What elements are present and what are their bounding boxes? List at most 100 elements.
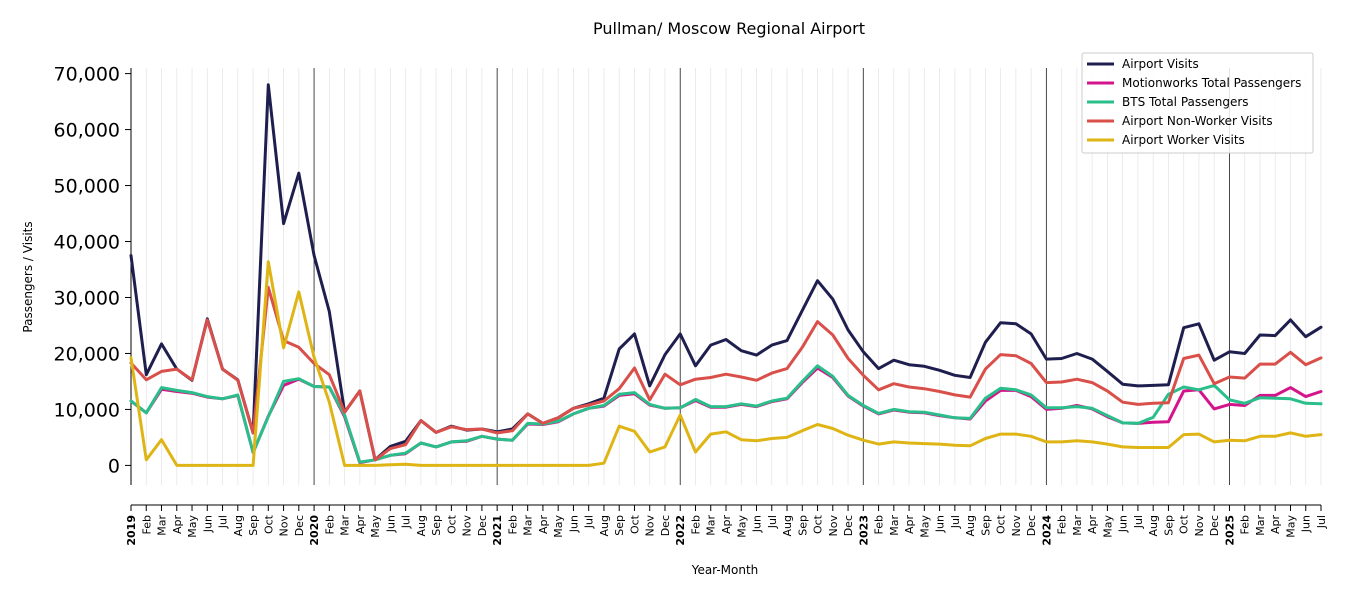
x-tick-label: Apr [171, 515, 184, 535]
y-tick-label: 0 [108, 455, 120, 477]
grid [130, 68, 1322, 485]
x-tick-label: Mar [156, 515, 169, 536]
x-tick-label: Dec [1208, 515, 1221, 536]
x-tick-label: 2021 [491, 515, 504, 546]
x-tick-label: Sep [1162, 515, 1175, 536]
legend: Airport Visits Motionworks Total Passenge… [1081, 52, 1314, 154]
x-tick-label: Feb [1056, 515, 1069, 534]
x-tick-label: Jul [400, 515, 413, 529]
x-tick-label: Nov [1010, 515, 1023, 537]
x-tick-label: Jun [567, 515, 580, 533]
x-tick-label: Dec [293, 515, 306, 536]
x-tick-label: Apr [1086, 515, 1099, 535]
x-tick-label: Jul [1315, 515, 1328, 529]
x-tick-label: May [1101, 515, 1114, 538]
x-tick-label: Apr [537, 515, 550, 535]
chart-title: Pullman/ Moscow Regional Airport [593, 19, 865, 38]
x-tick-label: Mar [888, 515, 901, 536]
x-tick-label: May [1284, 515, 1297, 538]
x-tick-label: Mar [705, 515, 718, 536]
y-tick-label: 30,000 [54, 287, 120, 309]
x-tick-label: Nov [644, 515, 657, 537]
x-tick-label: Jul [583, 515, 596, 529]
x-tick-label: Jun [1300, 515, 1313, 533]
x-tick-label: Aug [232, 515, 245, 536]
x-tick-label: May [918, 515, 931, 538]
x-tick-label: Oct [445, 514, 458, 534]
x-tick-label: Jun [384, 515, 397, 533]
x-tick-label: May [186, 515, 199, 538]
x-tick-label: Sep [796, 515, 809, 536]
x-tick-label: Feb [1239, 515, 1252, 534]
x-tick-label: Jun [201, 515, 214, 533]
x-tick-label: Feb [140, 515, 153, 534]
x-tick-label: Aug [415, 515, 428, 536]
legend-label-motionworks-total-passengers: Motionworks Total Passengers [1122, 76, 1301, 90]
x-tick-label: Apr [903, 515, 916, 535]
x-tick-label: May [735, 515, 748, 538]
y-tick-label: 40,000 [54, 232, 120, 254]
x-tick-label: Mar [522, 515, 535, 536]
x-tick-label: Dec [659, 515, 672, 536]
x-tick-label: Nov [461, 515, 474, 537]
series-line-airport-visits [129, 83, 1323, 462]
x-tick-label: Dec [1025, 515, 1038, 536]
x-tick-label: Oct [995, 514, 1008, 534]
y-tick-label: 60,000 [54, 120, 120, 142]
x-tick-label: 2020 [308, 515, 321, 546]
x-tick-label: May [369, 515, 382, 538]
series-layer [129, 83, 1323, 467]
x-tick-label: 2024 [1040, 515, 1053, 546]
x-tick-label: Nov [1193, 515, 1206, 537]
x-tick-label: 2023 [857, 515, 870, 546]
series-line-airport-non-worker-visits [129, 285, 1323, 462]
x-tick-label: Aug [964, 515, 977, 536]
x-tick-label: Oct [812, 514, 825, 534]
x-tick-label: Dec [476, 515, 489, 536]
x-tick-label: Oct [262, 514, 275, 534]
x-tick-label: Jul [217, 515, 230, 529]
x-tick-label: Apr [1269, 515, 1282, 535]
x-tick-label: Mar [339, 515, 352, 536]
x-tick-label: Aug [781, 515, 794, 536]
x-tick-label: Nov [827, 515, 840, 537]
x-tick-label: Oct [628, 514, 641, 534]
x-tick-label: Aug [598, 515, 611, 536]
x-tick-label: Nov [278, 515, 291, 537]
x-tick-label: Jun [934, 515, 947, 533]
x-tick-label: Jul [949, 515, 962, 529]
x-tick-label: Sep [247, 515, 260, 536]
x-tick-label: Sep [430, 515, 443, 536]
legend-label-airport-visits: Airport Visits [1122, 57, 1199, 71]
x-tick-label: Mar [1254, 515, 1267, 536]
x-tick-label: 2022 [674, 515, 687, 546]
series-line-airport-worker-visits [129, 260, 1323, 467]
x-tick-label: 2019 [125, 515, 138, 546]
x-tick-label: Sep [613, 515, 626, 536]
x-axis-label: Year-Month [691, 563, 759, 577]
legend-label-airport-worker-visits: Airport Worker Visits [1122, 133, 1245, 147]
legend-label-airport-non-worker-visits: Airport Non-Worker Visits [1122, 114, 1273, 128]
y-tick-label: 20,000 [54, 343, 120, 365]
x-tick-label: Feb [873, 515, 886, 534]
x-tick-label: Dec [842, 515, 855, 536]
y-tick-label: 10,000 [54, 399, 120, 421]
legend-box [1081, 52, 1314, 154]
x-tick-label: Sep [979, 515, 992, 536]
x-tick-label: Oct [1178, 514, 1191, 534]
legend-label-bts-total-passengers: BTS Total Passengers [1122, 95, 1249, 109]
x-tick-label: 2025 [1223, 515, 1236, 546]
x-tick-label: Jun [1117, 515, 1130, 533]
y-tick-label: 70,000 [54, 64, 120, 86]
y-axis-label: Passengers / Visits [21, 221, 35, 332]
x-tick-label: May [552, 515, 565, 538]
x-tick-label: Aug [1147, 515, 1160, 536]
x-tick-label: Jun [751, 515, 764, 533]
x-tick-label: Apr [720, 515, 733, 535]
x-tick-label: Feb [323, 515, 336, 534]
x-tick-label: Jul [1132, 515, 1145, 529]
x-tick-label: Feb [689, 515, 702, 534]
x-tick-label: Jul [766, 515, 779, 529]
